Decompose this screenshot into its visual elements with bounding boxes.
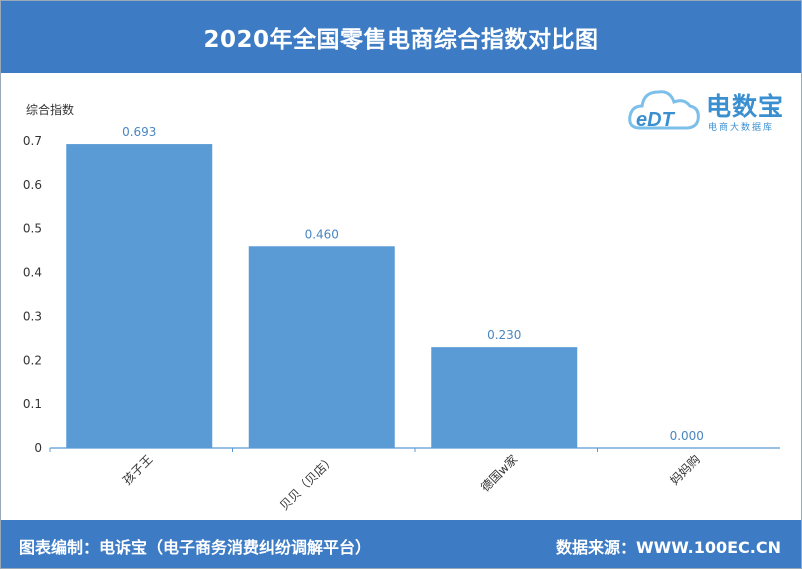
logo-name: 电数宝 [706, 92, 785, 121]
logo-mark: eDT [636, 109, 676, 131]
y-tick-label: 0.1 [23, 397, 42, 411]
y-tick-label: 0.6 [23, 178, 42, 192]
x-tick-label: 贝贝（贝店） [277, 452, 338, 513]
bar [431, 347, 578, 448]
y-axis-label: 综合指数 [26, 102, 74, 117]
y-tick-label: 0.5 [23, 222, 42, 236]
x-tick-label: 德国w家 [477, 452, 520, 495]
data-label: 0.000 [670, 429, 704, 443]
footer: 图表编制：电诉宝（电子商务消费纠纷调解平台） 数据来源：WWW.100EC.CN [1, 520, 801, 568]
logo: eDT 电数宝 电商大数据库 [626, 78, 796, 138]
y-tick-label: 0.2 [23, 353, 42, 367]
data-label: 0.230 [487, 328, 521, 342]
y-tick-label: 0.7 [23, 134, 42, 148]
x-tick-label: 妈妈购 [667, 452, 703, 488]
page-title: 2020年全国零售电商综合指数对比图 [1, 1, 801, 73]
footer-source-credit: 图表编制：电诉宝（电子商务消费纠纷调解平台） [19, 538, 372, 557]
x-tick-label: 孩子王 [120, 452, 155, 487]
bar [66, 144, 213, 448]
y-tick-label: 0.3 [23, 309, 42, 323]
y-tick-label: 0.4 [23, 266, 42, 280]
y-tick-label: 0 [34, 441, 42, 455]
footer-data-source: 数据来源：WWW.100EC.CN [555, 538, 781, 557]
cloud-logo-icon: eDT [628, 90, 700, 131]
bar [248, 246, 395, 448]
data-label: 0.460 [305, 227, 339, 241]
logo-subtitle: 电商大数据库 [708, 123, 775, 133]
data-label: 0.693 [122, 125, 156, 139]
